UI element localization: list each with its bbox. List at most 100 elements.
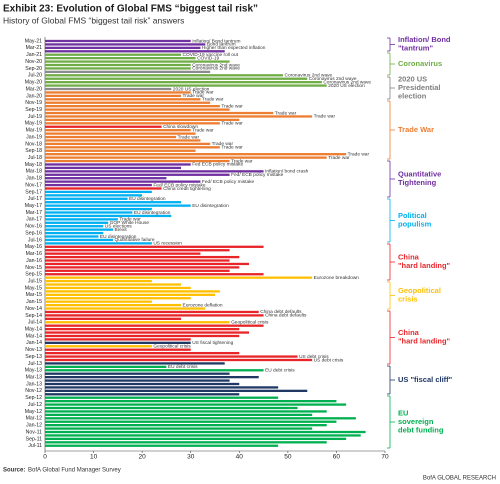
- bar-label: US debt crisis: [299, 354, 329, 360]
- group-label: Political: [398, 211, 427, 220]
- bar: [45, 105, 220, 108]
- y-tick-label: Nov-18: [25, 141, 42, 147]
- y-tick-label: Jan-21: [26, 52, 42, 58]
- bar-label: US debt crisis: [314, 357, 344, 363]
- bar: [45, 420, 337, 423]
- y-tick-label: Jul-13: [28, 361, 42, 367]
- bar: [45, 386, 279, 389]
- group-label: crisis: [398, 295, 418, 304]
- bar: [45, 63, 191, 67]
- bar-label: 2020 US election: [173, 86, 210, 92]
- bar-label: US elections: [105, 223, 133, 229]
- bar: [45, 427, 313, 430]
- bar-label: EU debt crisis: [168, 364, 198, 370]
- y-tick-label: May-12: [25, 409, 42, 415]
- bar: [45, 355, 298, 358]
- bar: [45, 39, 191, 43]
- y-tick-label: May-21: [25, 38, 42, 44]
- bar-label: Trade war: [212, 141, 234, 147]
- bar: [45, 345, 152, 348]
- group-label: Coronavirus: [398, 59, 442, 68]
- y-tick-label: Jul-19: [28, 114, 42, 120]
- y-tick-label: Sep-15: [25, 272, 42, 278]
- bar-label: Coronavirus 2nd wave: [285, 73, 333, 79]
- bar-label: Trade war: [183, 93, 205, 99]
- bar: [45, 204, 191, 207]
- bar: [45, 417, 356, 420]
- bar: [45, 375, 259, 379]
- bar: [45, 259, 230, 262]
- bar-label: Bond tantrum: [207, 42, 236, 48]
- bar: [45, 327, 240, 331]
- group-label: election: [398, 91, 427, 100]
- bar: [45, 389, 308, 393]
- bar: [45, 369, 264, 372]
- bar: [45, 317, 181, 320]
- bar: [45, 303, 181, 307]
- bar: [45, 70, 211, 74]
- group-label: populism: [398, 220, 432, 229]
- bar: [45, 122, 220, 125]
- y-tick-label: Mar-19: [26, 128, 43, 134]
- bar: [45, 74, 283, 77]
- y-tick-label: Sep-19: [25, 107, 42, 113]
- bar: [45, 351, 240, 355]
- bar-label: Trade war: [192, 127, 214, 133]
- y-tick-label: Mar-21: [26, 45, 43, 51]
- bar: [45, 91, 191, 94]
- bar: [45, 235, 99, 238]
- y-tick-label: Jan-19: [26, 134, 42, 140]
- y-tick-label: Jul-16: [28, 237, 42, 243]
- bar: [45, 269, 230, 272]
- bar: [45, 201, 181, 204]
- bar: [45, 177, 167, 180]
- y-tick-label: Mar-14: [26, 333, 43, 339]
- y-tick-label: Jul-20: [28, 73, 42, 79]
- bar-label: Geopolitical crisis: [231, 320, 269, 326]
- bar: [45, 214, 172, 218]
- bar: [45, 50, 225, 53]
- bar: [45, 190, 152, 194]
- bar-label: Brexit: [115, 227, 128, 233]
- bar: [45, 187, 162, 190]
- bar-label: Trade war: [178, 134, 200, 140]
- bar: [45, 358, 313, 362]
- bar: [45, 341, 191, 344]
- source: BofA Global Fund Manager Survey: [28, 468, 121, 474]
- bar: [45, 173, 230, 176]
- bar: [45, 324, 264, 327]
- source-label: Source:: [3, 468, 25, 474]
- y-tick-label: Mar-18: [26, 169, 43, 175]
- bar-label: EU disintegration: [100, 234, 137, 240]
- bar: [45, 379, 230, 382]
- bar: [45, 393, 240, 396]
- bar: [45, 111, 274, 115]
- bar: [45, 403, 347, 406]
- x-tick-label: 20: [139, 454, 147, 461]
- y-tick-label: Jul-12: [28, 402, 42, 408]
- group-label: Tightening: [398, 178, 437, 187]
- bar: [45, 207, 152, 211]
- bar-label: Eurozone deflation: [183, 302, 223, 308]
- bar: [45, 279, 152, 283]
- y-tick-label: Nov-14: [25, 306, 42, 312]
- y-tick-label: May-20: [25, 80, 42, 86]
- group-label: China: [398, 253, 420, 262]
- y-tick-label: Sep-12: [25, 395, 42, 401]
- bar-label: China debt defaults: [260, 309, 302, 315]
- bar: [45, 334, 240, 338]
- bar: [45, 231, 104, 235]
- y-tick-label: Nov-20: [25, 59, 42, 65]
- bar: [45, 81, 322, 84]
- y-tick-label: Sep-14: [25, 313, 42, 319]
- y-tick-label: Jul-18: [28, 155, 42, 161]
- bar-label: China credit tightening: [163, 186, 211, 192]
- y-tick-label: May-19: [25, 121, 42, 127]
- bar: [45, 211, 133, 214]
- bar-label: Coronavirus 2nd wave: [192, 66, 240, 72]
- bar: [45, 183, 152, 187]
- bar-label: Fed ECB policy mistake: [192, 162, 243, 168]
- bar: [45, 170, 264, 173]
- bar-label: EU disintegration: [192, 203, 229, 209]
- bar-label: EU debt crisis: [265, 368, 295, 374]
